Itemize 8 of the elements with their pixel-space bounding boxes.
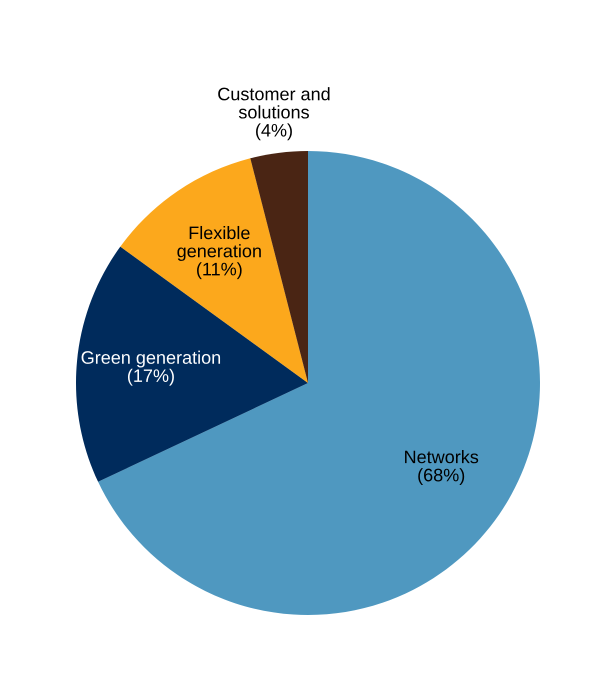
data-label: (68%) (418, 468, 464, 486)
slice-label: Networks (405, 450, 478, 464)
data-label: (4%) (256, 123, 292, 140)
slice-label: Flexible generation (177, 226, 261, 261)
data-label: (11%) (197, 262, 242, 280)
data-label: (17%) (128, 368, 174, 386)
slice-label: Green generation (82, 350, 220, 368)
slice-label: Customer and solutions (218, 87, 330, 119)
